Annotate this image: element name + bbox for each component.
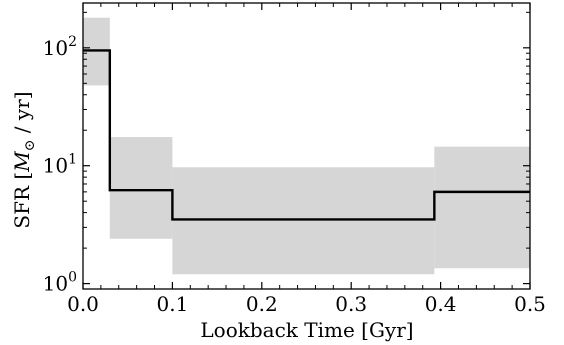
uncertainty-band-2 <box>172 167 435 275</box>
x-tick-label: 0.3 <box>335 292 367 316</box>
x-tick-label: 0.0 <box>67 292 99 316</box>
sfr-median-step-line <box>83 49 530 221</box>
x-axis-label: Lookback Time [Gyr] <box>200 318 413 342</box>
y-tick-label: 102 <box>43 34 77 60</box>
x-tick-labels: 0.0 0.1 0.2 0.3 0.4 0.5 <box>67 292 546 316</box>
uncertainty-band-1 <box>109 137 173 239</box>
y-tick-labels: 100 101 102 <box>43 34 77 296</box>
y-tick-label: 100 <box>43 270 77 296</box>
y-axis-label-subscript: ⊙ <box>22 140 38 152</box>
uncertainty-bands <box>83 17 530 275</box>
y-axis-label-symbol: M <box>10 151 34 173</box>
y-axis-label-prefix: SFR [ <box>10 172 34 229</box>
x-tick-label: 0.4 <box>425 292 457 316</box>
x-tick-label: 0.2 <box>246 292 278 316</box>
y-axis-label-suffix: / yr] <box>10 91 34 139</box>
uncertainty-band-3 <box>434 146 530 269</box>
x-tick-label: 0.5 <box>514 292 546 316</box>
plot-frame <box>82 2 531 290</box>
y-axis-label: SFR [M⊙ / yr] <box>10 91 38 228</box>
y-tick-label: 101 <box>43 152 77 178</box>
x-tick-label: 0.1 <box>156 292 188 316</box>
